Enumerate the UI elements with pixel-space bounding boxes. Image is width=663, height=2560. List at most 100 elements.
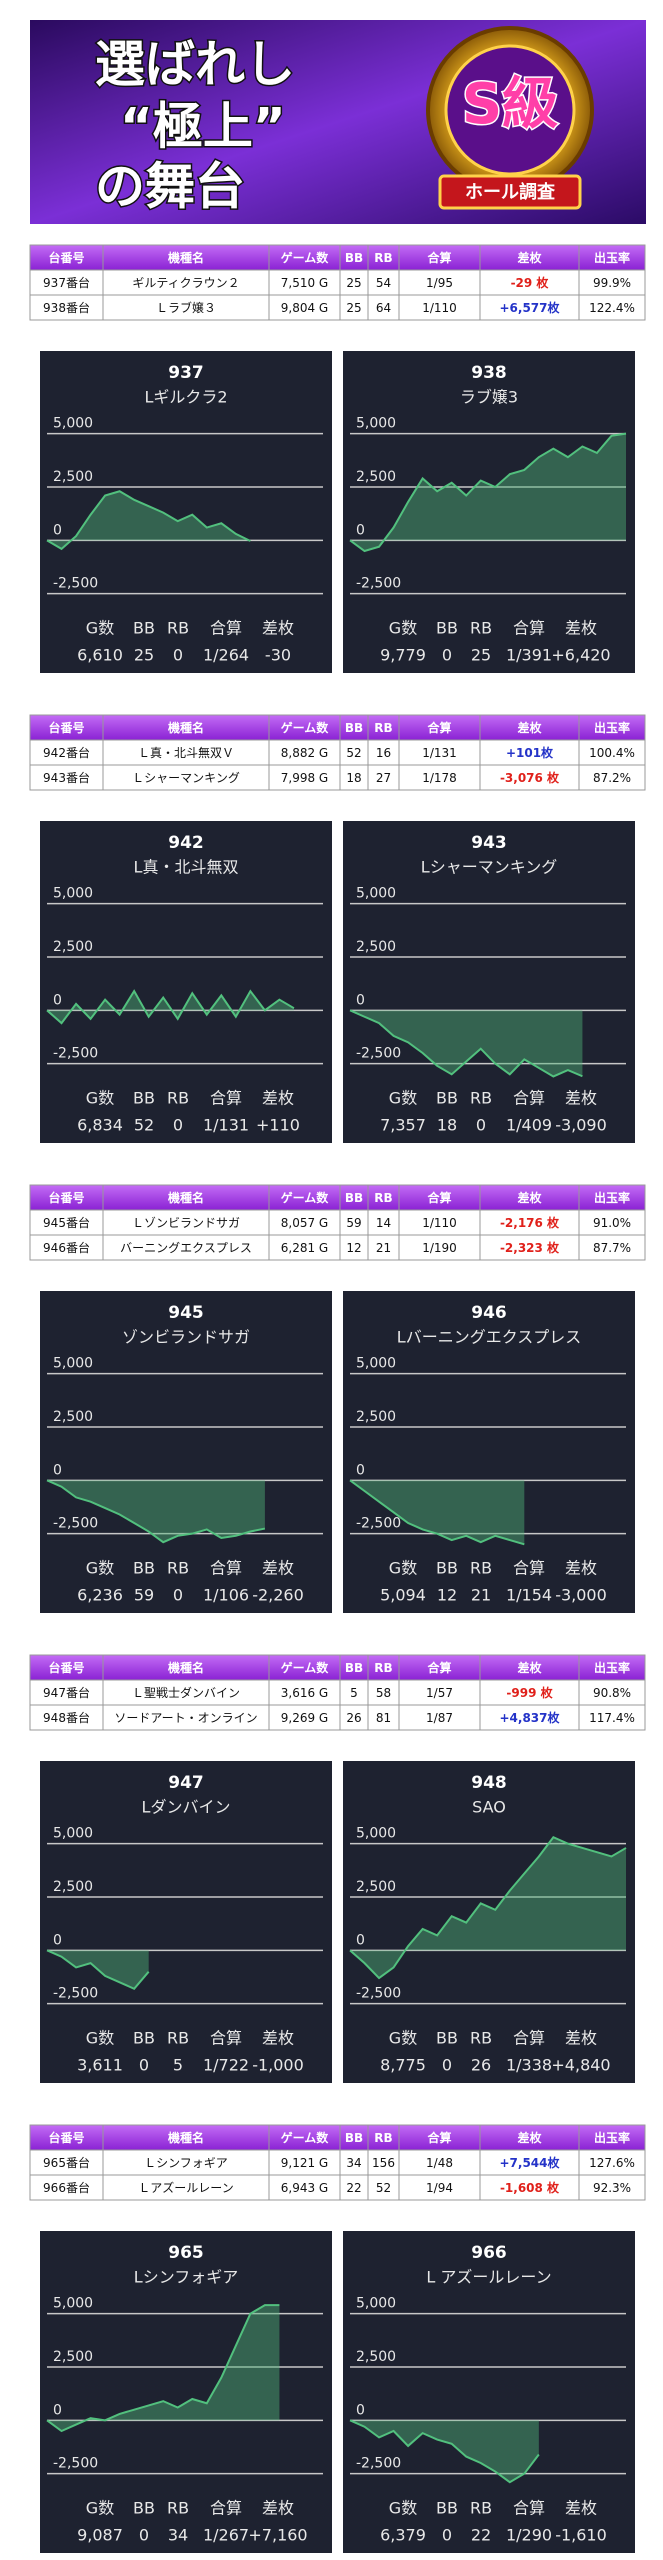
cell-text: -2,323 枚	[500, 1240, 560, 1255]
stat-value: 9,087	[77, 2526, 123, 2545]
stat-label: BB	[133, 2029, 155, 2048]
header-text: ゲーム数	[281, 720, 330, 735]
header-cell	[268, 1184, 341, 1211]
header-text: 合算	[427, 1190, 451, 1205]
stat-value: 6,379	[380, 2526, 426, 2545]
stat-value: 7,357	[380, 1116, 426, 1135]
stat-value: 5	[173, 2056, 183, 2075]
stat-label: BB	[436, 619, 458, 638]
cell-text: 8,882 G	[281, 746, 328, 760]
stat-label: G数	[389, 1089, 417, 1108]
stat-value: 5,094	[380, 1586, 426, 1605]
cell-text: 87.7%	[593, 1241, 631, 1255]
stat-label: G数	[86, 2499, 114, 2518]
y-tick-label: 0	[53, 1462, 62, 1478]
cell-text: -29 枚	[511, 275, 550, 290]
y-tick-label: 2,500	[53, 1879, 93, 1895]
cell	[268, 1704, 341, 1731]
stat-value: -30	[265, 646, 291, 665]
y-tick-label: 0	[53, 2402, 62, 2418]
header-text: 出玉率	[594, 1190, 630, 1205]
y-tick-label: 5,000	[356, 1356, 396, 1372]
header-cell	[398, 2124, 481, 2151]
cell	[578, 1209, 646, 1236]
area	[350, 2420, 539, 2483]
line	[46, 1479, 266, 1544]
header-cell	[578, 1654, 646, 1681]
cell-text: 26	[346, 1711, 361, 1725]
stat-label: 差枚	[565, 1559, 597, 1578]
stat-value: 0	[442, 646, 452, 665]
cell	[398, 2174, 481, 2201]
header-text: 出玉率	[594, 1660, 630, 1675]
cell-text: Ｌラブ嬢３	[156, 300, 216, 315]
cell	[102, 1679, 270, 1706]
area	[350, 1480, 525, 1545]
header-text: RB	[374, 2131, 392, 2145]
cell	[398, 2149, 481, 2176]
cell	[367, 1679, 400, 1706]
stat-value: 6,236	[77, 1586, 123, 1605]
y-tick-label: 2,500	[53, 2349, 93, 2365]
stat-value: 21	[471, 1586, 491, 1605]
y-tick-label: 2,500	[356, 1879, 396, 1895]
stat-value: 1/267	[203, 2526, 249, 2545]
stat-label: 合算	[513, 1559, 545, 1578]
cell	[578, 739, 646, 766]
header-text: 機種名	[168, 250, 204, 265]
header-text: ゲーム数	[281, 1660, 330, 1675]
banner-line3: の舞台	[95, 158, 245, 216]
panel-number: 937	[168, 363, 204, 383]
y-tick-label: 5,000	[356, 1826, 396, 1842]
cell-text: ギルティクラウン２	[132, 276, 239, 290]
header-cell	[29, 244, 104, 271]
cell-text: 25	[346, 276, 361, 290]
stat-value: 0	[476, 1116, 486, 1135]
panel-number: 943	[471, 833, 507, 853]
panel-bg	[343, 1761, 635, 2083]
header-text: 台番号	[48, 720, 84, 735]
stat-value: -2,260	[252, 1586, 304, 1605]
panel-name: L真・北斗無双	[134, 858, 239, 877]
y-tick-label: 2,500	[356, 2349, 396, 2365]
cell	[339, 1704, 369, 1731]
stat-label: RB	[470, 2029, 492, 2048]
stat-value: 1/290	[506, 2526, 552, 2545]
cell	[578, 1234, 646, 1261]
panel-name: SAO	[472, 1798, 506, 1817]
cell	[268, 1679, 341, 1706]
cell-text: 117.4%	[589, 1711, 635, 1725]
stat-value: +4,840	[551, 2056, 610, 2075]
line	[349, 1479, 525, 1546]
y-tick-label: -2,500	[53, 1046, 98, 1062]
cell-text: 100.4%	[589, 746, 635, 760]
cell-text: 54	[376, 276, 391, 290]
stat-label: 合算	[210, 1089, 242, 1108]
header-text: 差枚	[516, 1660, 542, 1675]
stat-value: -3,000	[555, 1586, 607, 1605]
cell	[367, 1704, 400, 1731]
header-cell	[398, 1184, 481, 1211]
panel-number: 948	[471, 1773, 507, 1793]
header-text: RB	[374, 251, 392, 265]
cell	[578, 269, 646, 296]
stat-value: 0	[442, 2056, 452, 2075]
header-cell	[479, 244, 580, 271]
line	[349, 432, 627, 553]
stat-label: BB	[133, 619, 155, 638]
stat-value: +6,420	[551, 646, 610, 665]
cell-text: Ｌ聖戦士ダンバイン	[132, 1685, 240, 1700]
stat-value: 0	[173, 1116, 183, 1135]
stat-label: RB	[470, 619, 492, 638]
y-tick-label: -2,500	[53, 576, 98, 592]
stat-label: 差枚	[262, 2029, 294, 2048]
header-cell	[367, 714, 400, 741]
header-text: ゲーム数	[281, 1190, 330, 1205]
cell	[29, 764, 104, 791]
header-text: ゲーム数	[281, 2130, 330, 2145]
panel-bg	[40, 1291, 332, 1613]
stat-label: 合算	[210, 2029, 242, 2048]
